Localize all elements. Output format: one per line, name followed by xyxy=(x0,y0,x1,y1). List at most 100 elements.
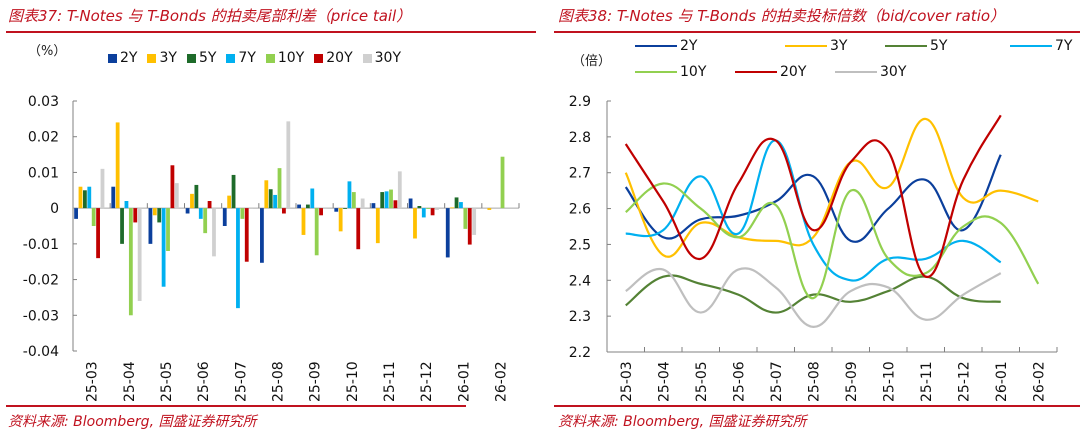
legend-item: 5Y xyxy=(885,38,947,54)
x-tick-label: 25-04 xyxy=(122,361,138,402)
legend-line-swatch xyxy=(785,45,827,47)
y-tick-label: 2.4 xyxy=(569,273,591,289)
legend-label: 5Y xyxy=(930,38,948,54)
legend-label: 2Y xyxy=(120,50,138,66)
bar-30Y-25-04 xyxy=(137,208,142,301)
y-tick-label: 0.01 xyxy=(28,165,59,181)
bar-3Y-25-08 xyxy=(264,180,269,209)
x-tick-label: 25-09 xyxy=(308,361,324,402)
bar-30Y-25-07 xyxy=(249,208,254,209)
line-2Y xyxy=(624,154,1002,243)
y-tick-label: 2.5 xyxy=(569,237,591,253)
y-tick-label: 0.02 xyxy=(28,130,59,146)
bar-10Y-25-03 xyxy=(91,208,96,226)
bar-20Y-25-07 xyxy=(244,208,249,262)
legend-label: 3Y xyxy=(159,50,177,66)
legend-swatch xyxy=(108,53,117,63)
bar-20Y-25-11 xyxy=(393,200,398,209)
x-tick-label: 25-04 xyxy=(656,361,672,402)
x-tick-label: 25-06 xyxy=(731,361,747,402)
bar-30Y-25-09 xyxy=(323,208,328,209)
legend-line-swatch xyxy=(635,45,677,47)
legend-item: 30Y xyxy=(362,50,401,66)
bar-20Y-25-08 xyxy=(282,208,286,214)
bar-5Y-25-03 xyxy=(82,190,87,209)
y-tick-label: 2.8 xyxy=(569,130,591,146)
bar-2Y-25-12 xyxy=(408,198,413,209)
bar-30Y-25-12 xyxy=(435,208,439,210)
bar-3Y-25-11 xyxy=(375,208,380,244)
y-unit-label: （倍） xyxy=(572,54,612,69)
x-tick-label: 25-08 xyxy=(270,361,286,402)
legend-swatch xyxy=(314,53,324,63)
y-tick-label: -0.01 xyxy=(23,237,59,253)
line-20Y xyxy=(624,114,1002,278)
bar-3Y-26-02 xyxy=(487,208,492,210)
x-tick-label: 25-12 xyxy=(956,361,972,402)
x-tick-label: 25-07 xyxy=(233,361,249,402)
legend-item: 5Y xyxy=(186,50,216,66)
y-tick-label: -0.04 xyxy=(23,344,59,360)
x-tick-label: 26-02 xyxy=(1031,361,1047,402)
bar-10Y-25-11 xyxy=(389,189,393,209)
bar-30Y-25-06 xyxy=(212,208,216,257)
bar-7Y-25-09 xyxy=(310,188,315,209)
bar-20Y-25-04 xyxy=(133,208,138,223)
bar-10Y-26-01 xyxy=(463,208,468,229)
bar-5Y-25-09 xyxy=(305,204,310,209)
x-tick-label: 25-11 xyxy=(382,361,398,402)
legend-label: 20Y xyxy=(326,50,353,66)
bar-3Y-25-10 xyxy=(338,208,343,232)
bar-3Y-25-04 xyxy=(115,122,120,209)
bar-5Y-25-06 xyxy=(194,184,199,209)
legend-swatch xyxy=(226,53,236,63)
bar-2Y-25-11 xyxy=(371,203,376,209)
legend-line-swatch xyxy=(735,71,777,73)
bar-7Y-25-11 xyxy=(384,191,389,209)
x-tick-label: 25-05 xyxy=(694,361,710,402)
bar-10Y-25-06 xyxy=(203,208,208,234)
line-chart: 2.9 2.8 2.7 2.6 2.5 2.4 2.3 2.2 25-03 25-04 25-05 2… xyxy=(569,94,1058,402)
line-10Y xyxy=(625,182,1040,300)
bar-5Y-25-05 xyxy=(157,208,162,223)
line-3Y xyxy=(624,117,1039,258)
bar-7Y-25-06 xyxy=(198,208,203,219)
x-tick-label: 25-10 xyxy=(881,361,897,402)
x-tick-label: 25-07 xyxy=(769,361,785,402)
bar-3Y-25-07 xyxy=(227,195,232,209)
price-tail-panel: 图表37: T-Notes 与 T-Bonds 的拍卖尾部利差（price ta… xyxy=(6,7,536,430)
bar-2Y-25-09 xyxy=(297,204,301,209)
bar-2Y-25-08 xyxy=(260,208,264,263)
bar-5Y-25-07 xyxy=(231,174,236,209)
bar-chart: 0.03 0.02 0.01 0 -0.01 -0.02 -0.03 -0.04 25-03 25… xyxy=(23,94,520,402)
chart-title: 图表37: T-Notes 与 T-Bonds 的拍卖尾部利差（price ta… xyxy=(8,7,412,25)
bar-10Y-26-02 xyxy=(500,156,505,209)
legend-item: 30Y xyxy=(835,64,906,80)
y-tick-label: -0.03 xyxy=(23,308,59,324)
legend-label: 2Y xyxy=(680,38,698,54)
bar-30Y-26-01 xyxy=(472,208,477,235)
legend-label: 30Y xyxy=(880,64,907,80)
bar-7Y-26-01 xyxy=(459,202,463,209)
bar-20Y-25-05 xyxy=(170,165,175,209)
bar-2Y-25-07 xyxy=(222,208,227,226)
chart-title: 图表38: T-Notes 与 T-Bonds 的拍卖投标倍数（bid/cove… xyxy=(558,7,1006,25)
y-tick-label: 2.3 xyxy=(569,309,591,325)
legend-label: 10Y xyxy=(680,64,707,80)
legend-swatch xyxy=(147,53,157,63)
bid-cover-panel: 图表38: T-Notes 与 T-Bonds 的拍卖投标倍数（bid/cove… xyxy=(550,0,1080,438)
y-tick-label: 0 xyxy=(50,201,59,217)
bar-2Y-25-04 xyxy=(111,186,116,209)
bar-2Y-25-10 xyxy=(334,208,339,212)
bar-20Y-25-10 xyxy=(356,208,361,250)
legend-line-swatch xyxy=(1010,45,1052,47)
x-tick-label: 25-05 xyxy=(159,361,175,402)
x-tick-label: 25-08 xyxy=(806,361,822,402)
bar-10Y-25-08 xyxy=(277,168,282,209)
legend-label: 7Y xyxy=(1055,38,1073,54)
legend-swatch xyxy=(186,53,196,63)
line-30Y xyxy=(625,267,1002,329)
y-tick-label: 2.6 xyxy=(569,202,591,218)
bar-3Y-25-05 xyxy=(152,208,157,216)
x-tick-label: 25-12 xyxy=(419,361,435,402)
